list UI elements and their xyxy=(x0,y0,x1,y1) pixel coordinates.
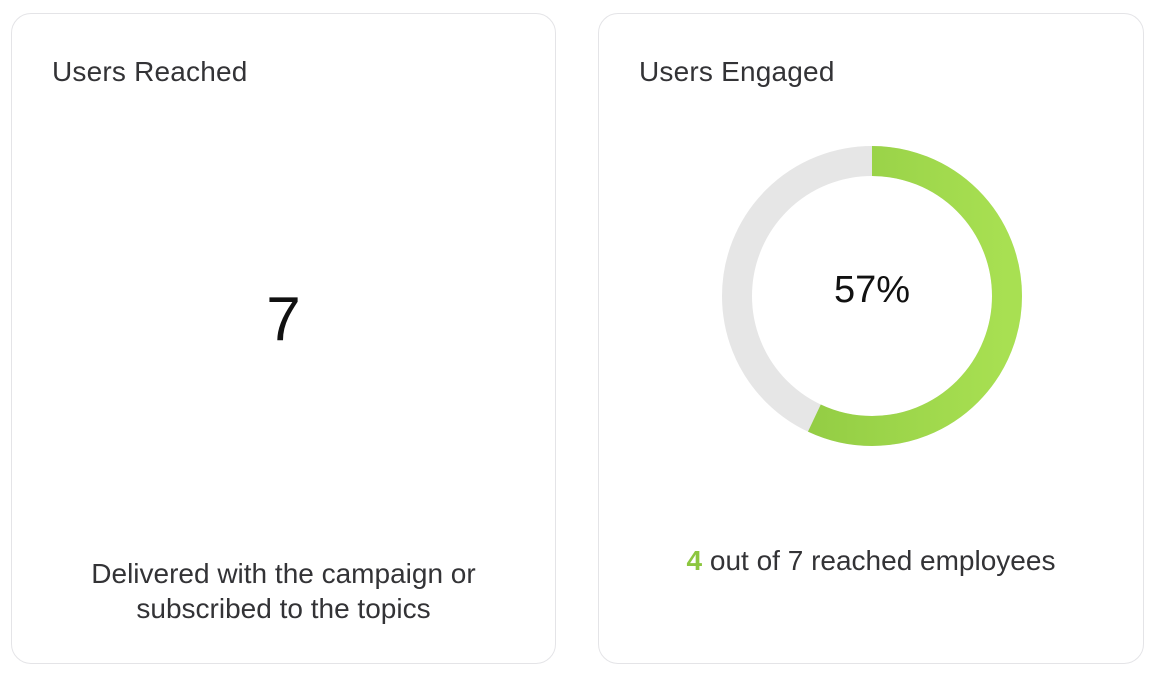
users-reached-description-line2: subscribed to the topics xyxy=(136,593,431,624)
engagement-donut-chart: 57% xyxy=(721,145,1023,447)
engaged-caption-rest: out of 7 reached employees xyxy=(702,545,1056,576)
donut-svg xyxy=(722,146,1022,446)
users-reached-card: Users Reached 7 Delivered with the campa… xyxy=(11,13,556,664)
engaged-caption: 4 out of 7 reached employees xyxy=(599,545,1143,577)
users-reached-title: Users Reached xyxy=(52,56,248,87)
users-reached-description-line1: Delivered with the campaign or xyxy=(91,558,476,589)
users-reached-count: 7 xyxy=(266,285,301,354)
users-engaged-card: Users Engaged 57% 4 out of 7 reached emp… xyxy=(598,13,1144,664)
engaged-count: 4 xyxy=(686,545,703,576)
users-reached-description: Delivered with the campaign or subscribe… xyxy=(12,556,555,626)
engagement-percent: 57% xyxy=(833,269,911,311)
users-engaged-title: Users Engaged xyxy=(639,56,835,87)
donut-progress-arc xyxy=(722,146,1022,446)
